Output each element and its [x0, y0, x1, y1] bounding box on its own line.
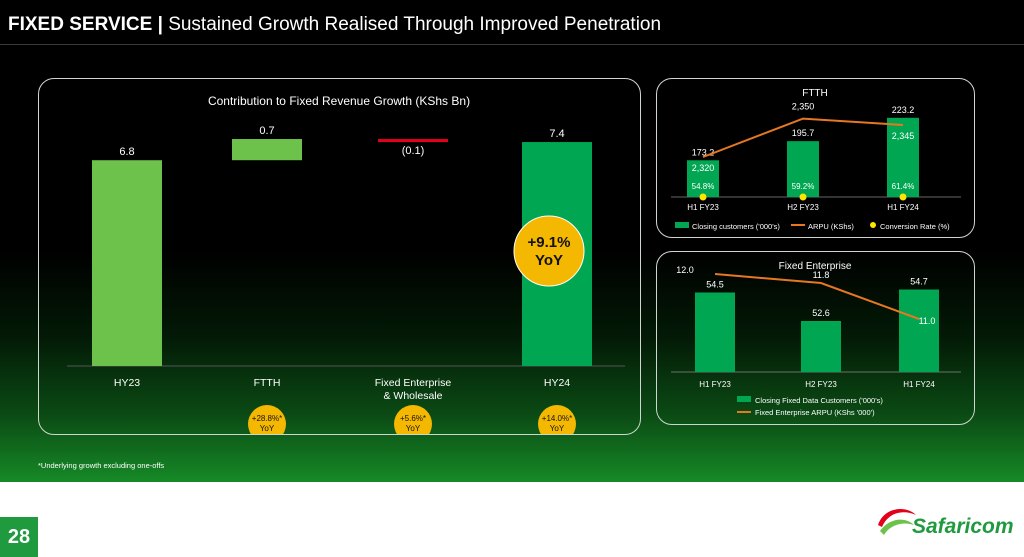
- bar-0: [695, 292, 735, 372]
- slide-title: FIXED SERVICE | Sustained Growth Realise…: [8, 14, 661, 36]
- page-number: 28: [0, 517, 38, 557]
- conversion-marker: [899, 193, 907, 201]
- yoy-badge-value: +5.6%*: [400, 414, 426, 423]
- bar-value-label: 54.5: [706, 280, 724, 290]
- title-bold: FIXED SERVICE |: [8, 14, 163, 35]
- bar-2: [378, 139, 448, 143]
- conversion-marker: [799, 193, 807, 201]
- legend-label: Closing Fixed Data Customers ('000's): [755, 396, 883, 405]
- bar-2: [899, 289, 939, 372]
- legend-label: ARPU (KShs): [808, 222, 854, 231]
- bar-1: [787, 141, 819, 197]
- legend-swatch-marker: [870, 222, 876, 228]
- yoy-badge: [248, 405, 286, 434]
- bar-value-label: 195.7: [792, 128, 815, 138]
- bar-value-label: 6.8: [119, 146, 134, 158]
- conversion-label: 59.2%: [792, 182, 815, 191]
- yoy-badge: [394, 405, 432, 434]
- category-label: Fixed Enterprise: [375, 377, 452, 389]
- arpu-line: [714, 273, 920, 320]
- bar-value-label: 223.2: [892, 105, 915, 115]
- category-label: H2 FY23: [805, 380, 837, 389]
- arpu-label: 11.0: [919, 316, 936, 326]
- yoy-badge-value: +14.0%*: [542, 414, 572, 423]
- legend-swatch-bars: [737, 396, 751, 402]
- bar-value-label: 0.7: [259, 125, 274, 137]
- ftth-chart: FTTH 173.2 H1 FY23 54.8% 195.7 H2 FY23 59.2% 22…: [671, 88, 961, 231]
- yoy-badge-suffix: YoY: [550, 424, 565, 433]
- category-label: H1 FY23: [699, 380, 731, 389]
- ftth-panel: FTTH 173.2 H1 FY23 54.8% 195.7 H2 FY23 59.2% 22…: [656, 78, 975, 238]
- enterprise-panel: Fixed Enterprise 54.5 H1 FY23 52.6 H2 FY23 54…: [656, 251, 975, 425]
- category-label: H2 FY23: [787, 203, 819, 212]
- logo-text: Safaricom: [912, 515, 1014, 538]
- legend-label: Conversion Rate (%): [880, 222, 950, 231]
- arpu-label: 11.8: [813, 270, 830, 280]
- bar-value-label: 7.4: [549, 128, 564, 140]
- bar-0: [92, 160, 162, 366]
- chart-title: Fixed Enterprise: [779, 261, 852, 272]
- legend-swatch-bars: [675, 222, 689, 228]
- yoy-callout: [513, 215, 585, 287]
- category-label: H1 FY24: [903, 380, 935, 389]
- bar-0: [687, 160, 719, 197]
- arpu-line: [702, 117, 904, 158]
- arpu-label: 2,350: [792, 102, 815, 112]
- bar-value-label: 54.7: [910, 277, 928, 287]
- waterfall-panel: Contribution to Fixed Revenue Growth (KS…: [38, 78, 641, 435]
- legend-label: Fixed Enterprise ARPU (KShs '000'): [755, 408, 875, 417]
- conversion-label: 54.8%: [692, 182, 715, 191]
- arpu-label: 2,320: [692, 163, 715, 173]
- footnote: *Underlying growth excluding one-offs: [38, 461, 165, 470]
- arpu-label: 12.0: [676, 265, 694, 275]
- chart-title: FTTH: [802, 88, 828, 99]
- bar-value-label: 52.6: [812, 308, 830, 318]
- enterprise-chart: Fixed Enterprise 54.5 H1 FY23 52.6 H2 FY23 54…: [671, 261, 961, 417]
- yoy-badge-value: +28.8%*: [252, 414, 282, 423]
- title-divider: [0, 44, 1024, 45]
- bar-1: [232, 139, 302, 161]
- footer: [0, 482, 1024, 557]
- bar-value-label: 173.2: [692, 147, 715, 157]
- bar-1: [801, 321, 841, 372]
- chart-title: Contribution to Fixed Revenue Growth (KS…: [208, 94, 470, 108]
- category-label: & Wholesale: [384, 390, 443, 402]
- category-label: H1 FY24: [887, 203, 919, 212]
- yoy-badge: [538, 405, 576, 434]
- category-label: H1 FY23: [687, 203, 719, 212]
- bar-value-label: (0.1): [402, 145, 425, 157]
- conversion-marker: [699, 193, 707, 201]
- yoy-callout-suffix: YoY: [535, 252, 563, 269]
- category-label: HY23: [114, 377, 140, 389]
- yoy-callout-value: +9.1%: [528, 234, 571, 251]
- yoy-badge-suffix: YoY: [406, 424, 421, 433]
- slide-background: FIXED SERVICE | Sustained Growth Realise…: [0, 0, 1024, 482]
- arpu-label: 2,345: [892, 131, 915, 141]
- bar-2: [887, 117, 919, 197]
- legend-label: Closing customers ('000's): [692, 222, 780, 231]
- title-rest: Sustained Growth Realised Through Improv…: [168, 14, 662, 35]
- waterfall-chart: Contribution to Fixed Revenue Growth (KS…: [67, 94, 625, 434]
- conversion-label: 61.4%: [892, 182, 915, 191]
- category-label: HY24: [544, 377, 570, 389]
- safaricom-logo: Safaricom: [878, 509, 1014, 538]
- category-label: FTTH: [254, 377, 281, 389]
- yoy-badge-suffix: YoY: [260, 424, 275, 433]
